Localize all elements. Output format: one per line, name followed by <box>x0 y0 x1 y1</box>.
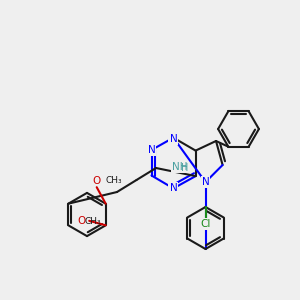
Text: O: O <box>78 216 86 226</box>
Text: CH₃: CH₃ <box>85 217 101 226</box>
Text: N: N <box>169 134 177 144</box>
Text: NH: NH <box>172 162 187 172</box>
Text: N: N <box>202 177 209 187</box>
Text: H: H <box>181 163 188 173</box>
Text: CH₃: CH₃ <box>106 176 122 185</box>
Text: O: O <box>93 176 101 186</box>
Text: Cl: Cl <box>200 219 211 229</box>
Text: N: N <box>169 183 177 194</box>
Text: N: N <box>148 145 155 155</box>
